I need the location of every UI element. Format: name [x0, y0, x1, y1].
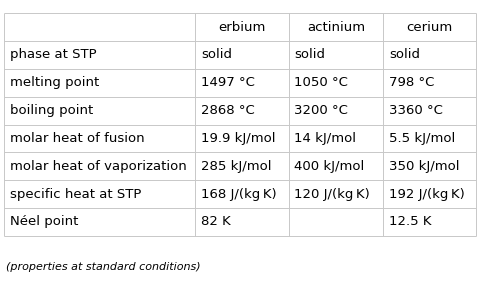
Text: 19.9 kJ/mol: 19.9 kJ/mol	[201, 132, 276, 145]
Text: boiling point: boiling point	[10, 104, 93, 117]
Text: 1050 °C: 1050 °C	[294, 76, 348, 89]
Text: molar heat of vaporization: molar heat of vaporization	[10, 160, 186, 173]
Text: 12.5 K: 12.5 K	[389, 215, 432, 229]
Text: cerium: cerium	[407, 21, 453, 34]
Text: 400 kJ/mol: 400 kJ/mol	[294, 160, 365, 173]
Text: 3200 °C: 3200 °C	[294, 104, 348, 117]
Text: 82 K: 82 K	[201, 215, 230, 229]
Text: Néel point: Néel point	[10, 215, 78, 229]
Text: 5.5 kJ/mol: 5.5 kJ/mol	[389, 132, 455, 145]
Text: 1497 °C: 1497 °C	[201, 76, 255, 89]
Text: 798 °C: 798 °C	[389, 76, 434, 89]
Text: 168 J/(kg K): 168 J/(kg K)	[201, 188, 276, 201]
Text: 3360 °C: 3360 °C	[389, 104, 443, 117]
Text: solid: solid	[389, 48, 420, 62]
Text: 2868 °C: 2868 °C	[201, 104, 254, 117]
Text: solid: solid	[294, 48, 325, 62]
Text: 192 J/(kg K): 192 J/(kg K)	[389, 188, 465, 201]
Text: 120 J/(kg K): 120 J/(kg K)	[294, 188, 370, 201]
Text: specific heat at STP: specific heat at STP	[10, 188, 141, 201]
Text: solid: solid	[201, 48, 232, 62]
Text: molar heat of fusion: molar heat of fusion	[10, 132, 144, 145]
Text: erbium: erbium	[218, 21, 265, 34]
Text: actinium: actinium	[307, 21, 365, 34]
Text: melting point: melting point	[10, 76, 99, 89]
Text: 14 kJ/mol: 14 kJ/mol	[294, 132, 357, 145]
Text: (properties at standard conditions): (properties at standard conditions)	[6, 262, 201, 272]
Text: 350 kJ/mol: 350 kJ/mol	[389, 160, 459, 173]
Text: phase at STP: phase at STP	[10, 48, 96, 62]
Text: 285 kJ/mol: 285 kJ/mol	[201, 160, 271, 173]
